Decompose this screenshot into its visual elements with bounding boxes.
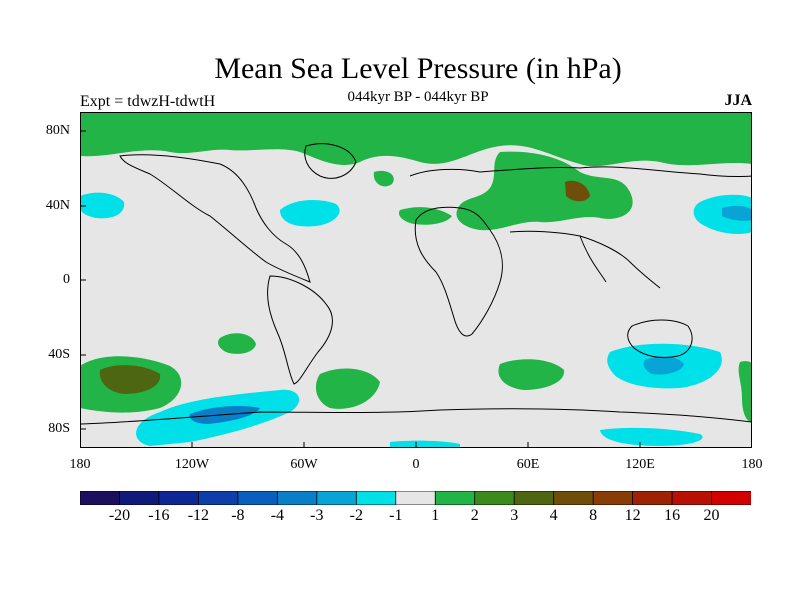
colorbar-label: 8 — [589, 507, 598, 524]
colorbar-swatch — [671, 490, 713, 506]
eurasia-africa-coast — [409, 166, 753, 337]
dateline-positive-strip — [738, 361, 752, 422]
colorbar-label: -12 — [187, 507, 210, 524]
north-africa-positive-region — [398, 207, 452, 225]
lon-label-0: 0 — [412, 457, 420, 472]
colorbar-swatch — [158, 490, 200, 506]
lon-label-180-west: 180 — [69, 457, 91, 472]
experiment-label: Expt = tdwzH-tdwtH — [80, 93, 216, 110]
lat-label-0: 0 — [63, 272, 70, 287]
colorbar-swatch — [316, 490, 357, 506]
north-america-coast — [119, 154, 311, 283]
europe-positive-patch — [373, 170, 394, 187]
eurasia-positive-region — [456, 151, 633, 231]
north-pacific-negative-west — [80, 192, 125, 219]
colorbar-label: 4 — [549, 507, 558, 524]
season-label: JJA — [724, 92, 752, 109]
south-pacific-positive-core — [99, 365, 161, 394]
coastlines — [79, 143, 753, 425]
map-ticks — [80, 130, 641, 448]
colorbar-label: -8 — [231, 507, 245, 524]
colorbar-label: -16 — [148, 507, 170, 524]
north-pacific-negative-core — [722, 205, 752, 221]
colorbar-label: 20 — [703, 507, 720, 524]
colorbar-label: -1 — [389, 507, 403, 524]
colorbar-swatch — [434, 490, 476, 506]
colorbar-swatch — [276, 490, 318, 506]
australia-coast — [627, 319, 693, 359]
south-indian-positive — [498, 359, 565, 390]
neutral-field — [80, 112, 752, 448]
colorbar-label: 3 — [510, 507, 519, 524]
colorbar-svg — [79, 490, 752, 506]
map-svg — [79, 112, 753, 448]
colorbar-swatch — [79, 490, 121, 506]
lat-label-80s: 80S — [48, 421, 70, 436]
colorbar-swatch — [632, 490, 673, 506]
colorbar-label: -4 — [270, 507, 285, 524]
colorbar-swatch — [474, 490, 515, 506]
plot-title: Mean Sea Level Pressure (in hPa) — [214, 52, 622, 85]
colorbar-swatch — [711, 490, 752, 506]
lat-label-40s: 40S — [48, 347, 70, 362]
map-panel — [79, 112, 753, 448]
colorbar-label: 2 — [470, 507, 479, 524]
colorbar-swatch — [355, 490, 397, 506]
colorbar-label: -20 — [108, 507, 131, 524]
colorbar-swatch — [237, 490, 279, 506]
south-america-positive-patch — [218, 333, 256, 354]
lon-label-180-east: 180 — [741, 457, 763, 472]
lon-label-120e: 120E — [625, 457, 655, 472]
south-atlantic-positive — [315, 368, 380, 409]
colorbar-swatch — [119, 490, 160, 506]
greenland-coast — [304, 143, 357, 179]
antarctica-coast — [79, 408, 753, 425]
colorbar-label: -2 — [349, 507, 363, 524]
south-america-coast — [267, 275, 333, 385]
antarctic-negative-atlantic — [390, 440, 460, 448]
colorbar-swatch — [553, 490, 594, 506]
colorbar — [79, 490, 752, 506]
southern-ocean-negative-core — [643, 356, 684, 375]
lat-label-40n: 40N — [45, 198, 70, 213]
arctic-positive-region — [80, 112, 752, 167]
colorbar-swatch — [198, 490, 239, 506]
north-atlantic-negative — [280, 200, 340, 227]
lon-label-120w: 120W — [174, 457, 210, 472]
lat-label-80n: 80N — [45, 123, 70, 138]
colorbar-swatch — [513, 490, 555, 506]
antarctic-negative-east — [600, 427, 703, 446]
lon-label-60e: 60E — [516, 457, 540, 472]
south-asia-coast — [509, 230, 661, 289]
plot-subtitle: 044kyr BP - 044kyr BP — [347, 89, 489, 105]
lon-label-60w: 60W — [290, 457, 318, 472]
colorbar-label: 16 — [664, 507, 681, 524]
asia-high-center — [565, 180, 590, 202]
colorbar-label: 12 — [624, 507, 641, 524]
colorbar-swatch — [395, 490, 436, 506]
colorbar-label: 1 — [431, 507, 440, 524]
colorbar-swatch — [592, 490, 634, 506]
colorbar-label: -3 — [310, 507, 324, 524]
